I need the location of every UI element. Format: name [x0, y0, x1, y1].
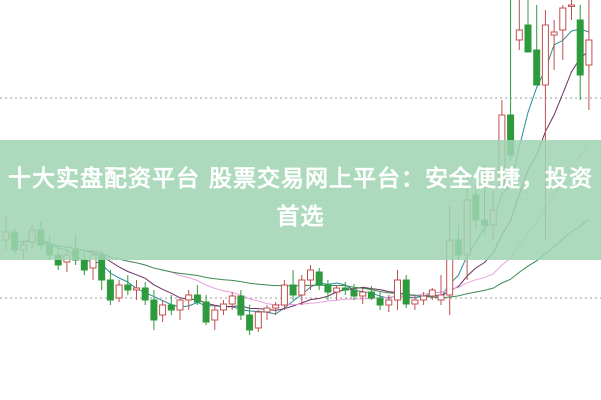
candle-body	[550, 31, 558, 36]
title-banner	[0, 140, 601, 260]
candle-body	[106, 279, 114, 301]
candle-body	[289, 284, 297, 296]
candle-body	[254, 311, 262, 329]
candle-body	[124, 284, 132, 291]
candle-body	[585, 39, 593, 66]
candle-body	[541, 24, 549, 86]
candle-body	[524, 24, 532, 53]
candle-body	[280, 284, 288, 306]
candle-body	[367, 291, 375, 299]
candle-body	[176, 299, 184, 311]
candle-body	[428, 289, 436, 297]
candle-body	[437, 294, 445, 301]
candle-body	[385, 299, 393, 306]
candle-body	[307, 269, 314, 281]
candle-body	[350, 289, 358, 297]
banner-title: 十大实盘配资平台 股票交易网上平台：安全便捷，投资首选	[7, 166, 593, 230]
candle-body	[150, 299, 158, 321]
candle-body	[533, 49, 541, 86]
candle-body	[341, 287, 349, 291]
candle-body	[167, 304, 175, 311]
candle-body	[298, 279, 306, 296]
candle-body	[220, 303, 227, 311]
candle-body	[185, 294, 193, 301]
candle-body	[420, 295, 428, 301]
candle-body	[141, 287, 149, 301]
candle-body	[133, 287, 140, 291]
candle-body	[159, 304, 167, 316]
candle-body	[333, 287, 341, 293]
candle-body	[246, 314, 254, 331]
candle-body	[411, 299, 419, 305]
candle-body	[559, 7, 567, 31]
candle-body	[237, 295, 245, 316]
candle-body	[211, 309, 219, 321]
candle-body	[515, 29, 523, 41]
candle-body	[202, 301, 210, 323]
candle-body	[263, 307, 271, 313]
candle-body	[193, 294, 201, 303]
candle-body	[376, 297, 384, 306]
candle-body	[568, 4, 575, 7]
candle-body	[394, 279, 401, 301]
candle-body	[228, 295, 236, 305]
candle-body	[402, 279, 410, 305]
candle-body	[576, 19, 584, 76]
candle-body	[115, 284, 123, 299]
candle-body	[359, 291, 367, 297]
candle-body	[80, 259, 88, 271]
candle-body	[324, 284, 332, 293]
candle-body	[272, 304, 280, 309]
candle-body	[315, 271, 323, 286]
